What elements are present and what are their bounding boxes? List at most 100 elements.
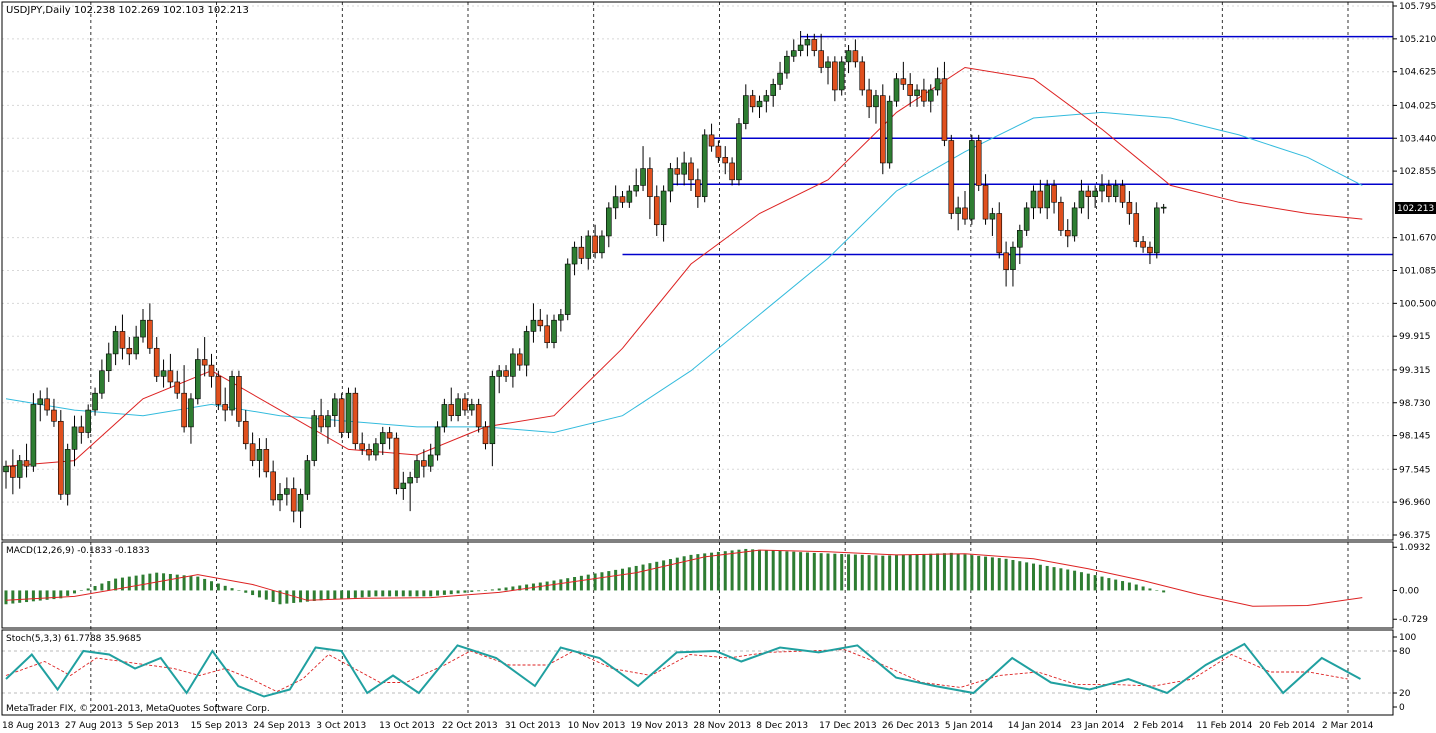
bear-candle-body (462, 398, 468, 411)
candle (592, 224, 598, 259)
candle (879, 84, 886, 175)
macd-histogram-bar (93, 585, 97, 591)
macd-histogram-bar (963, 554, 967, 591)
candle (242, 410, 249, 450)
bear-candle-body (879, 95, 886, 164)
macd-histogram-bar (189, 575, 193, 591)
candle (729, 157, 735, 186)
macd-histogram-bar (723, 551, 727, 591)
candle (934, 67, 941, 96)
bull-candle-body (1030, 190, 1037, 209)
bear-candle-body (1106, 185, 1112, 197)
bull-candle-body (1099, 185, 1105, 192)
macd-histogram-bar (621, 568, 624, 591)
macd-histogram-bar (490, 589, 494, 591)
macd-histogram-bar (1073, 570, 1077, 591)
macd-histogram-bar (38, 590, 42, 601)
candle (1126, 191, 1133, 225)
candle (832, 56, 838, 102)
price-tick-label: 102.855 (1399, 167, 1436, 177)
bull-candle-body (838, 61, 845, 91)
bull-candle-body (770, 84, 777, 96)
bear-candle-body (749, 95, 756, 108)
bull-candle-body (133, 336, 139, 355)
candle (407, 471, 413, 512)
date-tick-label: 5 Jan 2014 (945, 721, 993, 731)
macd-histogram-bar (429, 590, 433, 597)
bear-candle-body (907, 84, 914, 96)
bull-candle-body (71, 426, 78, 450)
candle (777, 61, 783, 90)
candle (948, 134, 955, 220)
macd-histogram-bar (1162, 590, 1166, 593)
stoch-panel-border (1, 629, 1394, 716)
macd-histogram-bar (956, 553, 960, 591)
candle (373, 438, 379, 461)
candle (558, 308, 564, 332)
bear-candle-body (852, 50, 859, 63)
candle (112, 325, 119, 366)
macd-histogram-bar (86, 588, 90, 591)
bear-candle-body (318, 415, 324, 428)
current-price-label: 102.213 (1397, 204, 1434, 214)
bull-candle-body (763, 95, 770, 102)
macd-histogram-bar (1052, 567, 1056, 591)
macd-histogram-bar (1148, 588, 1152, 591)
macd-histogram-bar (696, 554, 700, 591)
macd-histogram-bar (682, 556, 686, 591)
bull-candle-body (407, 477, 413, 484)
macd-histogram-bar (888, 555, 892, 591)
bear-candle-body (516, 353, 523, 366)
bear-candle-body (1064, 230, 1071, 237)
bull-candle-body (455, 398, 461, 416)
macd-histogram-bar (175, 574, 179, 591)
bull-candle-body (105, 353, 112, 372)
candle (708, 123, 715, 152)
date-tick-label: 2 Mar 2014 (1322, 721, 1374, 731)
candle (756, 95, 763, 119)
bull-candle-body (112, 331, 119, 355)
candle (352, 387, 359, 450)
candle (256, 438, 263, 478)
candle (770, 78, 777, 107)
macd-histogram-bar (1025, 562, 1029, 591)
bear-candle-body (270, 471, 276, 501)
bull-candle-body (804, 39, 811, 46)
candle (551, 314, 557, 349)
bull-candle-body (441, 404, 448, 428)
date-tick-label: 20 Feb 2014 (1259, 721, 1315, 731)
bear-candle-body (126, 347, 133, 355)
bull-candle-body (325, 415, 331, 428)
bear-candle-body (174, 381, 181, 394)
macd-histogram-bar (388, 590, 392, 597)
macd-histogram-bar (662, 560, 666, 591)
candle (845, 45, 852, 74)
candle (345, 387, 352, 439)
date-tick-label: 8 Dec 2013 (756, 721, 808, 731)
candle (578, 235, 585, 265)
candle (263, 438, 270, 478)
date-axis: 18 Aug 2013 27 Aug 2013 5 Sep 2013 15 Sep 2… (2, 721, 1374, 731)
bull-candle-body (599, 235, 605, 254)
candle (153, 337, 160, 382)
bull-candle-body (188, 398, 194, 428)
candle (379, 426, 386, 455)
bull-candle-body (256, 449, 263, 461)
bear-candle-body (215, 376, 222, 405)
macd-histogram-bar (374, 590, 378, 597)
bear-candle-body (948, 140, 955, 214)
macd-histogram-bar (1059, 568, 1063, 591)
candle (448, 387, 455, 422)
candle (475, 398, 482, 433)
candle (1140, 235, 1146, 253)
candle (784, 50, 790, 79)
macd-histogram-bar (771, 550, 775, 591)
price-tick-label: 99.915 (1399, 332, 1431, 342)
macd-histogram-bar (4, 590, 8, 605)
bear-candle-body (653, 196, 660, 226)
candle (270, 460, 276, 506)
candle (30, 393, 37, 472)
candle (16, 454, 23, 489)
macd-histogram-bar (908, 554, 912, 591)
macd-histogram-bar (504, 587, 508, 591)
